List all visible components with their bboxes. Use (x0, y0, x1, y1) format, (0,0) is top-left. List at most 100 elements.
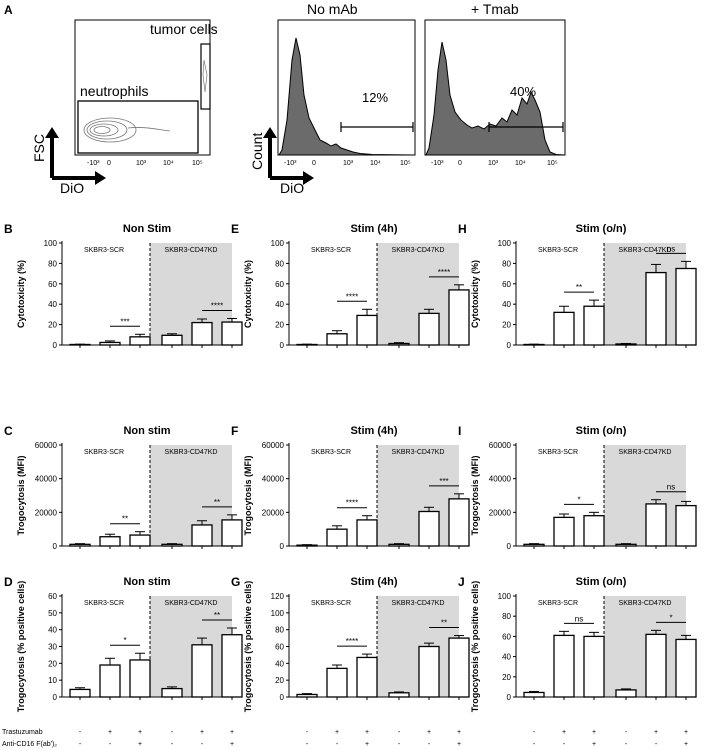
group-label-left: SKBR3-SCR (311, 600, 351, 607)
y-tick-label: 0 (280, 542, 285, 551)
y-tick-label: 100 (271, 239, 285, 248)
bar (221, 321, 243, 346)
anticd16-sign: - (655, 741, 658, 748)
chart-title: Non stim (123, 425, 170, 437)
y-tick-label: 40 (502, 300, 511, 309)
anticd16-sign: + (230, 741, 234, 748)
significance-label: * (669, 613, 672, 622)
anticd16-sign: - (428, 741, 431, 748)
anticd16-sign: - (563, 741, 566, 748)
y-axis-label: Cytotoxicity (%) (243, 260, 253, 328)
trastuzumab-sign: + (138, 729, 142, 736)
panel-letter-a: A (4, 3, 13, 17)
bar (448, 289, 470, 346)
significance-label: ns (575, 614, 583, 623)
anticd16-sign: - (533, 741, 536, 748)
panel-letter: I (458, 424, 461, 438)
y-tick-label: 40 (275, 659, 284, 668)
bar (161, 334, 183, 346)
y-tick-label: 20 (275, 321, 284, 330)
neutrophil-gate (77, 100, 199, 154)
bar (448, 637, 470, 698)
trastuzumab-sign: + (427, 729, 431, 736)
significance-label: **** (346, 292, 358, 301)
y-tick-label: 60 (502, 632, 511, 641)
y-tick-label: 0 (507, 341, 512, 350)
svg-text:10⁵: 10⁵ (192, 160, 203, 167)
y-tick-label: 0 (280, 341, 285, 350)
y-tick-label: 0 (53, 341, 58, 350)
y-axis-label: Trogocytosis (MFI) (16, 455, 26, 535)
anticd16-sign: - (201, 741, 204, 748)
bar (645, 503, 667, 547)
y-axis-label: Trogocytosis (MFI) (470, 455, 480, 535)
bar (296, 693, 318, 698)
y-tick-label: 30 (48, 643, 57, 652)
svg-text:-10³: -10³ (431, 160, 444, 167)
shaded-region (377, 445, 459, 546)
bar (523, 691, 545, 698)
bar (356, 656, 378, 698)
anticd16-sign: - (171, 741, 174, 748)
hist-tmab-title: + Tmab (471, 1, 519, 17)
y-tick-label: 20000 (262, 508, 285, 517)
anticd16-sign: - (398, 741, 401, 748)
panel-letter: E (231, 222, 239, 236)
y-tick-label: 20000 (35, 508, 58, 517)
trastuzumab-sign: + (684, 729, 688, 736)
bar (129, 659, 151, 698)
y-tick-label: 120 (271, 592, 285, 601)
svg-text:10³: 10³ (136, 160, 147, 167)
panel-letter: D (4, 575, 13, 589)
y-tick-label: 80 (48, 259, 57, 268)
bar (388, 342, 410, 346)
trastuzumab-sign: - (79, 729, 82, 736)
trastuzumab-sign: + (335, 729, 339, 736)
bar (388, 692, 410, 698)
bar (645, 633, 667, 698)
bar (99, 536, 121, 547)
bar (448, 498, 470, 547)
y-tick-label: 0 (53, 693, 58, 702)
y-axis-label: Cytotoxicity (%) (16, 260, 26, 328)
significance-label: **** (346, 499, 358, 508)
chart-panel-e: 0 20 40 60 80 100 **** **** SKBR3-SCR SKBR3-CD47K… (231, 222, 470, 350)
svg-text:-10³: -10³ (284, 160, 297, 167)
y-tick-label: 20 (275, 676, 284, 685)
bar (161, 543, 183, 547)
anticd16-sign: + (138, 741, 142, 748)
anticd16-sign: - (306, 741, 309, 748)
y-tick-label: 60 (48, 280, 57, 289)
significance-label: *** (120, 317, 129, 326)
significance-label: **** (438, 268, 450, 277)
y-tick-label: 20000 (489, 508, 512, 517)
svg-text:0: 0 (107, 160, 111, 167)
bar (69, 688, 91, 698)
y-axis-label: Trogocytosis (% positive cells) (470, 581, 480, 713)
y-tick-label: 20 (502, 321, 511, 330)
y-tick-label: 40000 (35, 475, 58, 484)
y-axis-label: Trogocytosis (% positive cells) (16, 581, 26, 713)
y-tick-label: 80 (275, 626, 284, 635)
group-label-right: SKBR3-CD47KD (392, 600, 445, 607)
bar (418, 510, 440, 547)
trastuzumab-sign: + (562, 729, 566, 736)
y-axis-label: Cytotoxicity (%) (470, 260, 480, 328)
panel-letter: G (231, 575, 240, 589)
y-tick-label: 100 (498, 239, 512, 248)
group-label-left: SKBR3-SCR (538, 247, 578, 254)
hist-ylabel: Count (249, 133, 265, 170)
chart-title: Stim (o/n) (576, 425, 627, 437)
anticd16-sign: - (625, 741, 628, 748)
y-axis-label: Trogocytosis (MFI) (243, 455, 253, 535)
bar (69, 543, 91, 547)
y-tick-label: 80 (275, 259, 284, 268)
bar (675, 638, 697, 698)
y-tick-label: 0 (53, 542, 58, 551)
trastuzumab-sign: + (200, 729, 204, 736)
y-tick-label: 10 (48, 676, 57, 685)
chart-panel-h: 0 20 40 60 80 100 ** ns SKBR3-SCR SKBR3-CD47KD Sti… (458, 222, 697, 350)
trastuzumab-sign: - (398, 729, 401, 736)
